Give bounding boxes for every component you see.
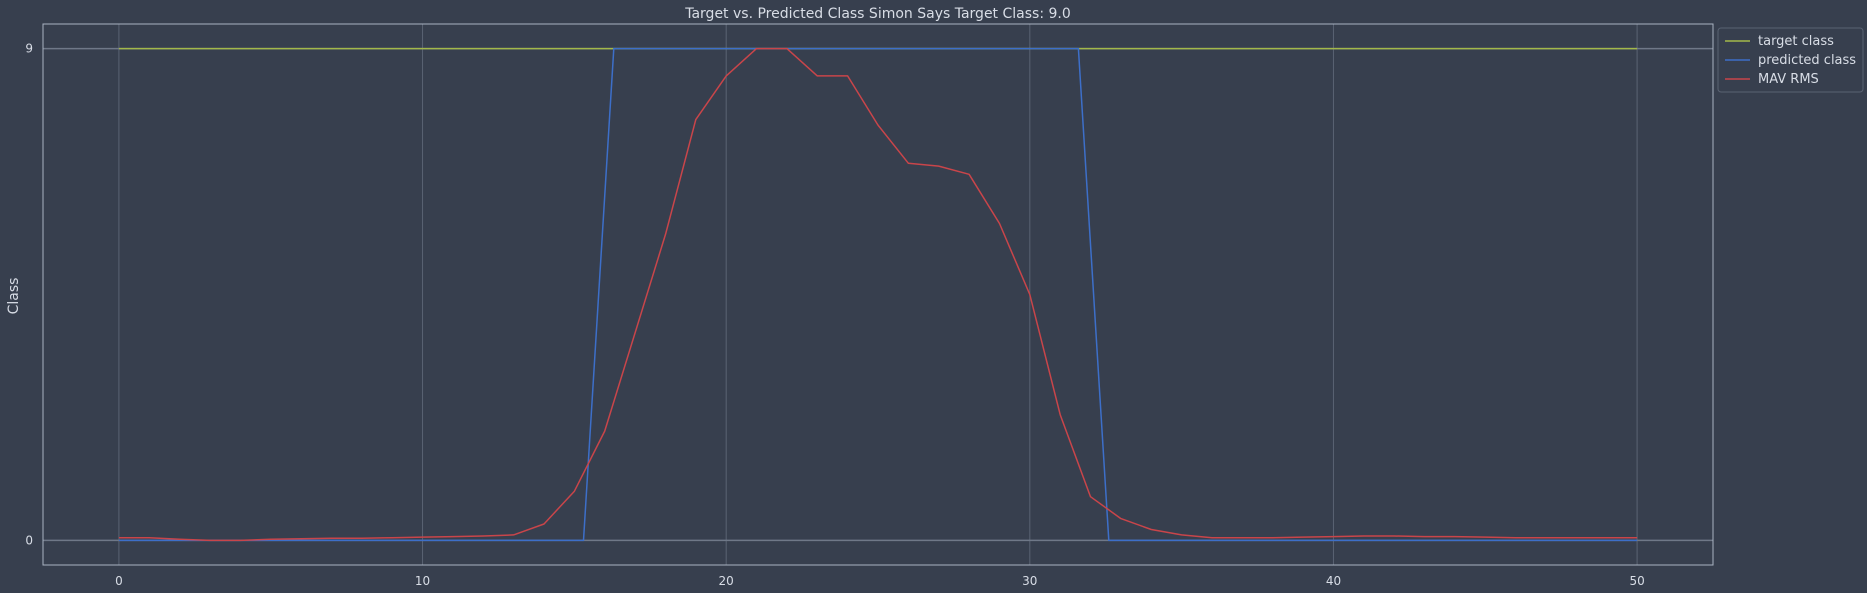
y-tick-label: 0	[25, 533, 33, 547]
x-tick-label: 40	[1326, 574, 1341, 588]
y-tick-labels: 09	[25, 42, 33, 548]
legend-label: MAV RMS	[1758, 72, 1819, 87]
legend-label: predicted class	[1758, 53, 1856, 68]
y-axis-label: Class	[6, 278, 22, 315]
x-tick-label: 50	[1629, 574, 1644, 588]
legend-label: target class	[1758, 34, 1834, 49]
plot-area	[43, 24, 1713, 565]
x-tick-label: 30	[1022, 574, 1037, 588]
legend: target class predicted class MAV RMS	[1717, 27, 1864, 93]
y-tick-label: 9	[25, 42, 33, 56]
chart-title: Target vs. Predicted Class Simon Says Ta…	[684, 6, 1071, 22]
x-tick-label: 10	[415, 574, 430, 588]
legend-box	[1717, 27, 1864, 93]
series-line-mav-rms	[118, 47, 1638, 542]
series-lines	[118, 47, 1638, 542]
series-line-predicted-class	[118, 47, 1638, 542]
x-tick-label: 20	[719, 574, 734, 588]
x-tick-label: 0	[115, 574, 123, 588]
plot-frame	[42, 23, 1714, 566]
x-tick-labels: 0 10 20 30 40 50	[115, 574, 1645, 588]
